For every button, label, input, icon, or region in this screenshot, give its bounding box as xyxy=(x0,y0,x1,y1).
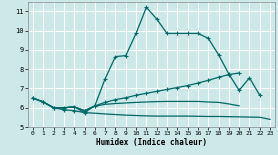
X-axis label: Humidex (Indice chaleur): Humidex (Indice chaleur) xyxy=(96,138,207,147)
